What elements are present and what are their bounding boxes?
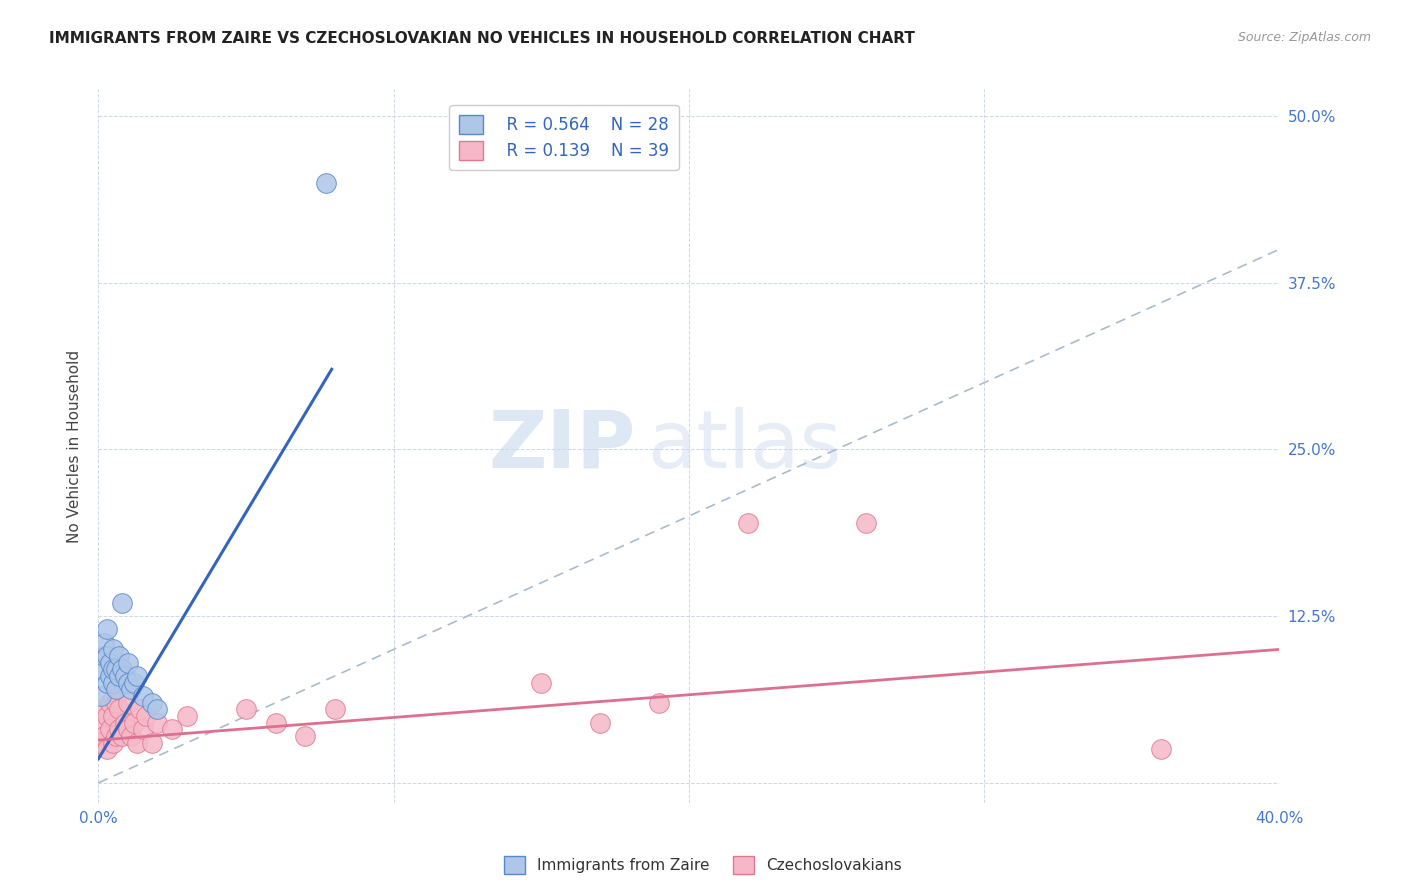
Point: [125, 736, 148, 750]
Point: [98, 669, 121, 683]
Point: [264, 715, 287, 730]
Point: [648, 696, 671, 710]
Point: [96, 675, 118, 690]
Point: [141, 736, 163, 750]
Point: [117, 656, 139, 670]
Point: [98, 696, 121, 710]
Point: [111, 662, 134, 676]
Point: [117, 675, 139, 690]
Point: [103, 675, 125, 690]
Point: [146, 702, 169, 716]
Point: [93, 702, 115, 716]
Point: [111, 596, 134, 610]
Point: [103, 709, 125, 723]
Point: [96, 742, 118, 756]
Point: [323, 702, 346, 716]
Point: [120, 729, 142, 743]
Point: [108, 649, 131, 664]
Text: ZIP: ZIP: [488, 407, 636, 485]
Point: [108, 702, 131, 716]
Point: [93, 729, 115, 743]
Point: [103, 736, 125, 750]
Point: [530, 675, 553, 690]
Point: [105, 696, 128, 710]
Point: [122, 715, 145, 730]
Point: [96, 649, 118, 664]
Point: [141, 696, 163, 710]
Y-axis label: No Vehicles in Household: No Vehicles in Household: [66, 350, 82, 542]
Point: [111, 675, 134, 690]
Legend: Immigrants from Zaire, Czechoslovakians: Immigrants from Zaire, Czechoslovakians: [498, 850, 908, 880]
Point: [93, 649, 115, 664]
Point: [114, 715, 136, 730]
Point: [176, 709, 198, 723]
Point: [96, 623, 118, 637]
Point: [135, 709, 157, 723]
Point: [120, 682, 142, 697]
Point: [108, 669, 131, 683]
Text: atlas: atlas: [648, 407, 842, 485]
Point: [315, 176, 337, 190]
Point: [117, 723, 139, 737]
Legend:   R = 0.564    N = 28,   R = 0.139    N = 39: R = 0.564 N = 28, R = 0.139 N = 39: [450, 104, 679, 169]
Point: [122, 675, 145, 690]
Point: [105, 729, 128, 743]
Point: [90, 736, 112, 750]
Point: [98, 723, 121, 737]
Point: [111, 729, 134, 743]
Point: [114, 669, 136, 683]
Text: IMMIGRANTS FROM ZAIRE VS CZECHOSLOVAKIAN NO VEHICLES IN HOUSEHOLD CORRELATION CH: IMMIGRANTS FROM ZAIRE VS CZECHOSLOVAKIAN…: [49, 31, 915, 46]
Point: [103, 662, 125, 676]
Point: [90, 715, 112, 730]
Point: [589, 715, 612, 730]
Point: [108, 723, 131, 737]
Point: [128, 702, 150, 716]
Point: [93, 636, 115, 650]
Point: [132, 723, 155, 737]
Point: [235, 702, 257, 716]
Point: [96, 709, 118, 723]
Point: [98, 656, 121, 670]
Point: [117, 696, 139, 710]
Point: [103, 642, 125, 657]
Point: [105, 662, 128, 676]
Point: [737, 516, 759, 530]
Point: [146, 715, 169, 730]
Point: [294, 729, 316, 743]
Point: [90, 689, 112, 703]
Point: [90, 662, 112, 676]
Point: [125, 669, 148, 683]
Text: Source: ZipAtlas.com: Source: ZipAtlas.com: [1237, 31, 1371, 45]
Point: [105, 682, 128, 697]
Point: [1150, 742, 1173, 756]
Point: [855, 516, 877, 530]
Point: [162, 723, 183, 737]
Point: [132, 689, 155, 703]
